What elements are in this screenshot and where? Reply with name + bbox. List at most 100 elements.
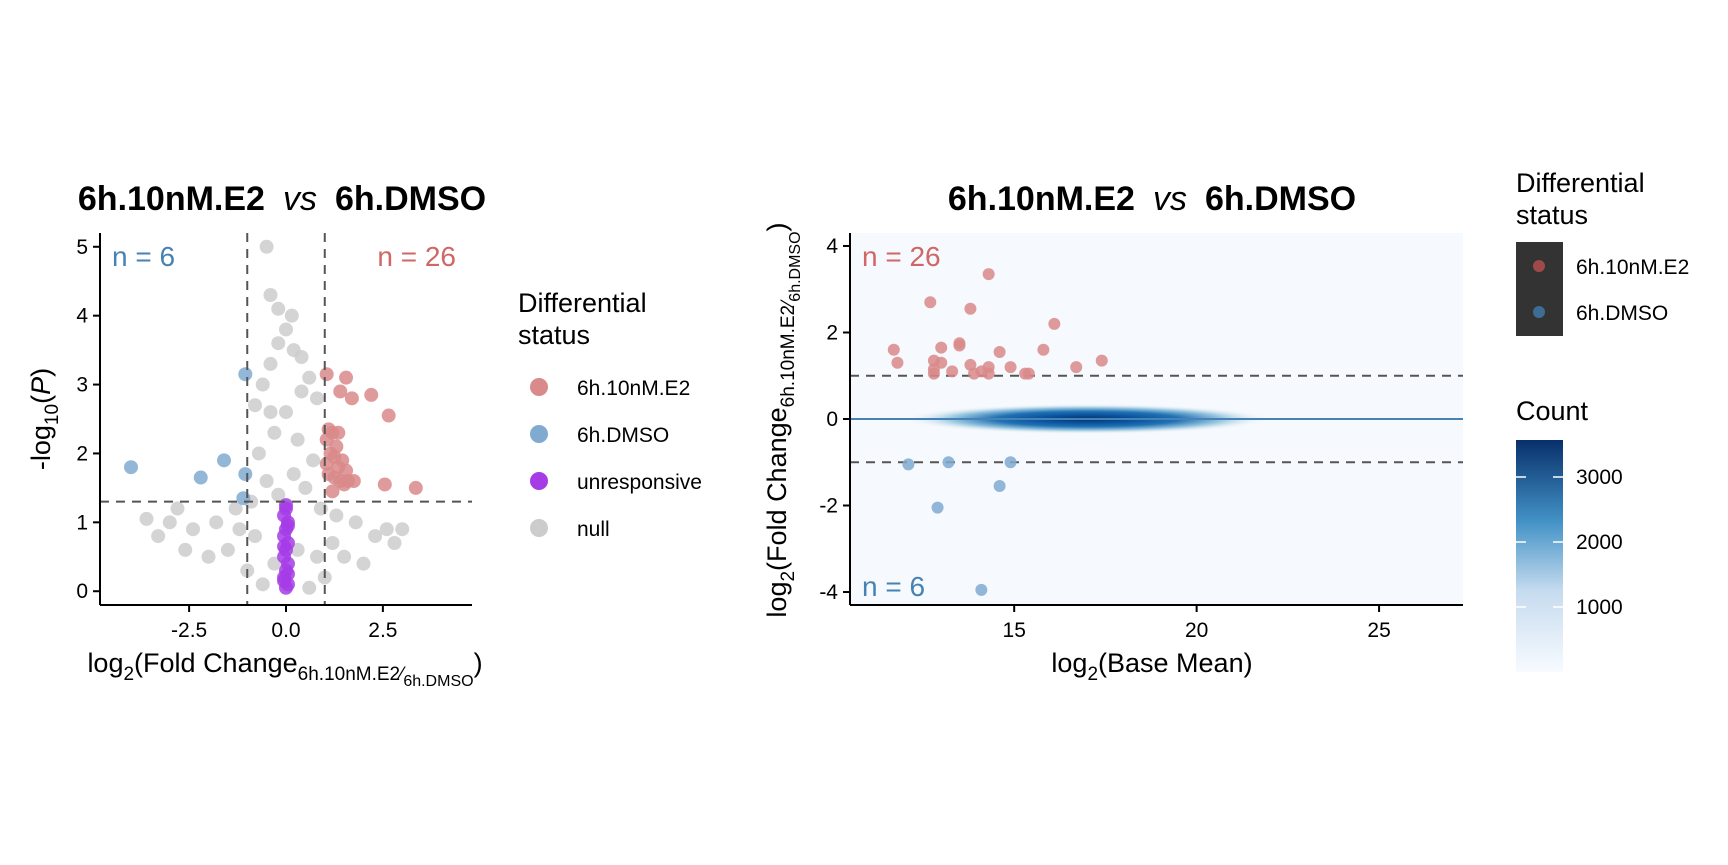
point-6h-dmso (217, 453, 231, 468)
point-null (267, 556, 282, 571)
y-tick-label: 2 (826, 321, 838, 344)
point-null (310, 391, 324, 406)
volcano-count-up: n = 26 (377, 241, 456, 272)
point-null (325, 536, 340, 550)
point-null (286, 467, 301, 482)
point-null (259, 474, 274, 488)
point-6h-10nm-e2 (935, 356, 948, 369)
y-tick-label: 3 (76, 374, 88, 397)
point-6h-dmso (238, 367, 253, 382)
point-null (178, 542, 193, 557)
point-null (302, 370, 317, 385)
point-unresponsive (279, 498, 293, 513)
y-tick-label: 0 (826, 408, 838, 431)
point-6h-dmso (993, 480, 1006, 493)
count-legend-title: Count (1516, 396, 1589, 426)
point-6h-dmso (124, 460, 138, 475)
point-6h-10nm-e2 (982, 268, 995, 281)
point-null (290, 432, 305, 447)
point-6h-dmso (942, 456, 955, 469)
ma-y-ticks: -4 -2 0 2 4 (819, 235, 850, 604)
point-null (294, 350, 309, 364)
x-tick-label: -2.5 (171, 619, 207, 642)
y-tick-label: 4 (76, 305, 88, 328)
point-6h-10nm-e2 (1048, 317, 1061, 330)
point-null (271, 301, 286, 316)
point-null (220, 542, 235, 557)
point-null (255, 577, 270, 592)
ma-legend-key-6h-10nm-e2 (1533, 260, 1545, 272)
volcano-points (124, 239, 423, 595)
ma-panel: 6h.10nM.E2 vs 6h.DMSO 15 20 25 -4 -2 0 2 4 n = 2… (762, 168, 1689, 685)
point-6h-10nm-e2 (339, 463, 354, 478)
point-null (248, 529, 262, 544)
ma-count-up: n = 26 (862, 241, 941, 272)
point-6h-10nm-e2 (993, 345, 1006, 358)
ma-x-ticks: 15 20 25 (1003, 605, 1391, 642)
point-null (279, 322, 293, 337)
x-tick-label: 20 (1185, 619, 1208, 642)
point-6h-10nm-e2 (927, 367, 940, 380)
volcano-count-down: n = 6 (112, 241, 175, 272)
point-unresponsive (280, 518, 295, 533)
point-null (186, 522, 200, 537)
y-tick-label: 5 (76, 236, 88, 259)
point-6h-10nm-e2 (364, 387, 379, 402)
legend-key-6h-10nm-e2 (530, 378, 548, 396)
point-null (139, 511, 154, 526)
point-6h-10nm-e2 (331, 425, 346, 440)
count-colorbar (1516, 440, 1563, 672)
point-null (368, 529, 383, 544)
count-tick-label-1000: 1000 (1576, 596, 1623, 619)
y-tick-label: 0 (76, 580, 88, 603)
legend-label-6h-10nm-e2: 6h.10nM.E2 (577, 377, 690, 400)
point-null (379, 522, 394, 537)
legend-label-6h-dmso: 6h.DMSO (577, 424, 669, 447)
legend-label-null: null (577, 518, 610, 541)
point-6h-10nm-e2 (953, 339, 966, 352)
legend-key-6h-dmso (530, 425, 548, 443)
ma-points (887, 268, 1108, 596)
point-null (387, 536, 402, 550)
ma-legend-key-6h-dmso (1533, 306, 1545, 318)
point-null (290, 542, 305, 557)
point-6h-10nm-e2 (381, 408, 396, 423)
point-null (310, 549, 324, 564)
volcano-legend: Differential status 6h.10nM.E2 6h.DMSO un… (518, 288, 702, 541)
point-6h-10nm-e2 (935, 341, 948, 354)
point-6h-10nm-e2 (319, 432, 334, 447)
point-null (302, 580, 317, 595)
point-6h-dmso (902, 458, 915, 471)
y-tick-label: 4 (826, 235, 838, 258)
point-null (294, 384, 309, 399)
y-tick-label: 1 (76, 511, 88, 534)
volcano-y-ticks: 0 1 2 3 4 5 (76, 236, 100, 603)
point-null (170, 501, 185, 516)
point-6h-10nm-e2 (333, 384, 348, 399)
point-null (298, 480, 313, 495)
ma-legend-label-6h-dmso: 6h.DMSO (1576, 302, 1668, 325)
point-6h-10nm-e2 (1004, 361, 1017, 374)
point-null (306, 453, 321, 468)
legend-key-null (530, 519, 548, 537)
point-6h-dmso (931, 501, 944, 514)
volcano-x-ticks: -2.5 0.0 2.5 (171, 605, 397, 642)
point-6h-10nm-e2 (344, 391, 359, 406)
point-null (348, 515, 363, 530)
point-6h-10nm-e2 (1037, 343, 1050, 356)
ma-legend-key-background (1516, 242, 1563, 336)
ma-count-down: n = 6 (862, 571, 925, 602)
point-6h-10nm-e2 (377, 477, 392, 492)
point-6h-10nm-e2 (408, 480, 423, 495)
legend-key-unresponsive (530, 472, 548, 490)
count-tick-label-3000: 3000 (1576, 466, 1623, 489)
ma-legend: Differential status 6h.10nM.E2 6h.DMSO Co… (1516, 168, 1689, 672)
point-6h-10nm-e2 (891, 356, 904, 369)
ma-legend-title: Differential status (1516, 168, 1645, 230)
point-null (271, 336, 286, 351)
point-6h-dmso (975, 583, 988, 596)
point-null (356, 556, 371, 571)
point-6h-10nm-e2 (325, 484, 340, 499)
point-6h-10nm-e2 (339, 370, 354, 385)
